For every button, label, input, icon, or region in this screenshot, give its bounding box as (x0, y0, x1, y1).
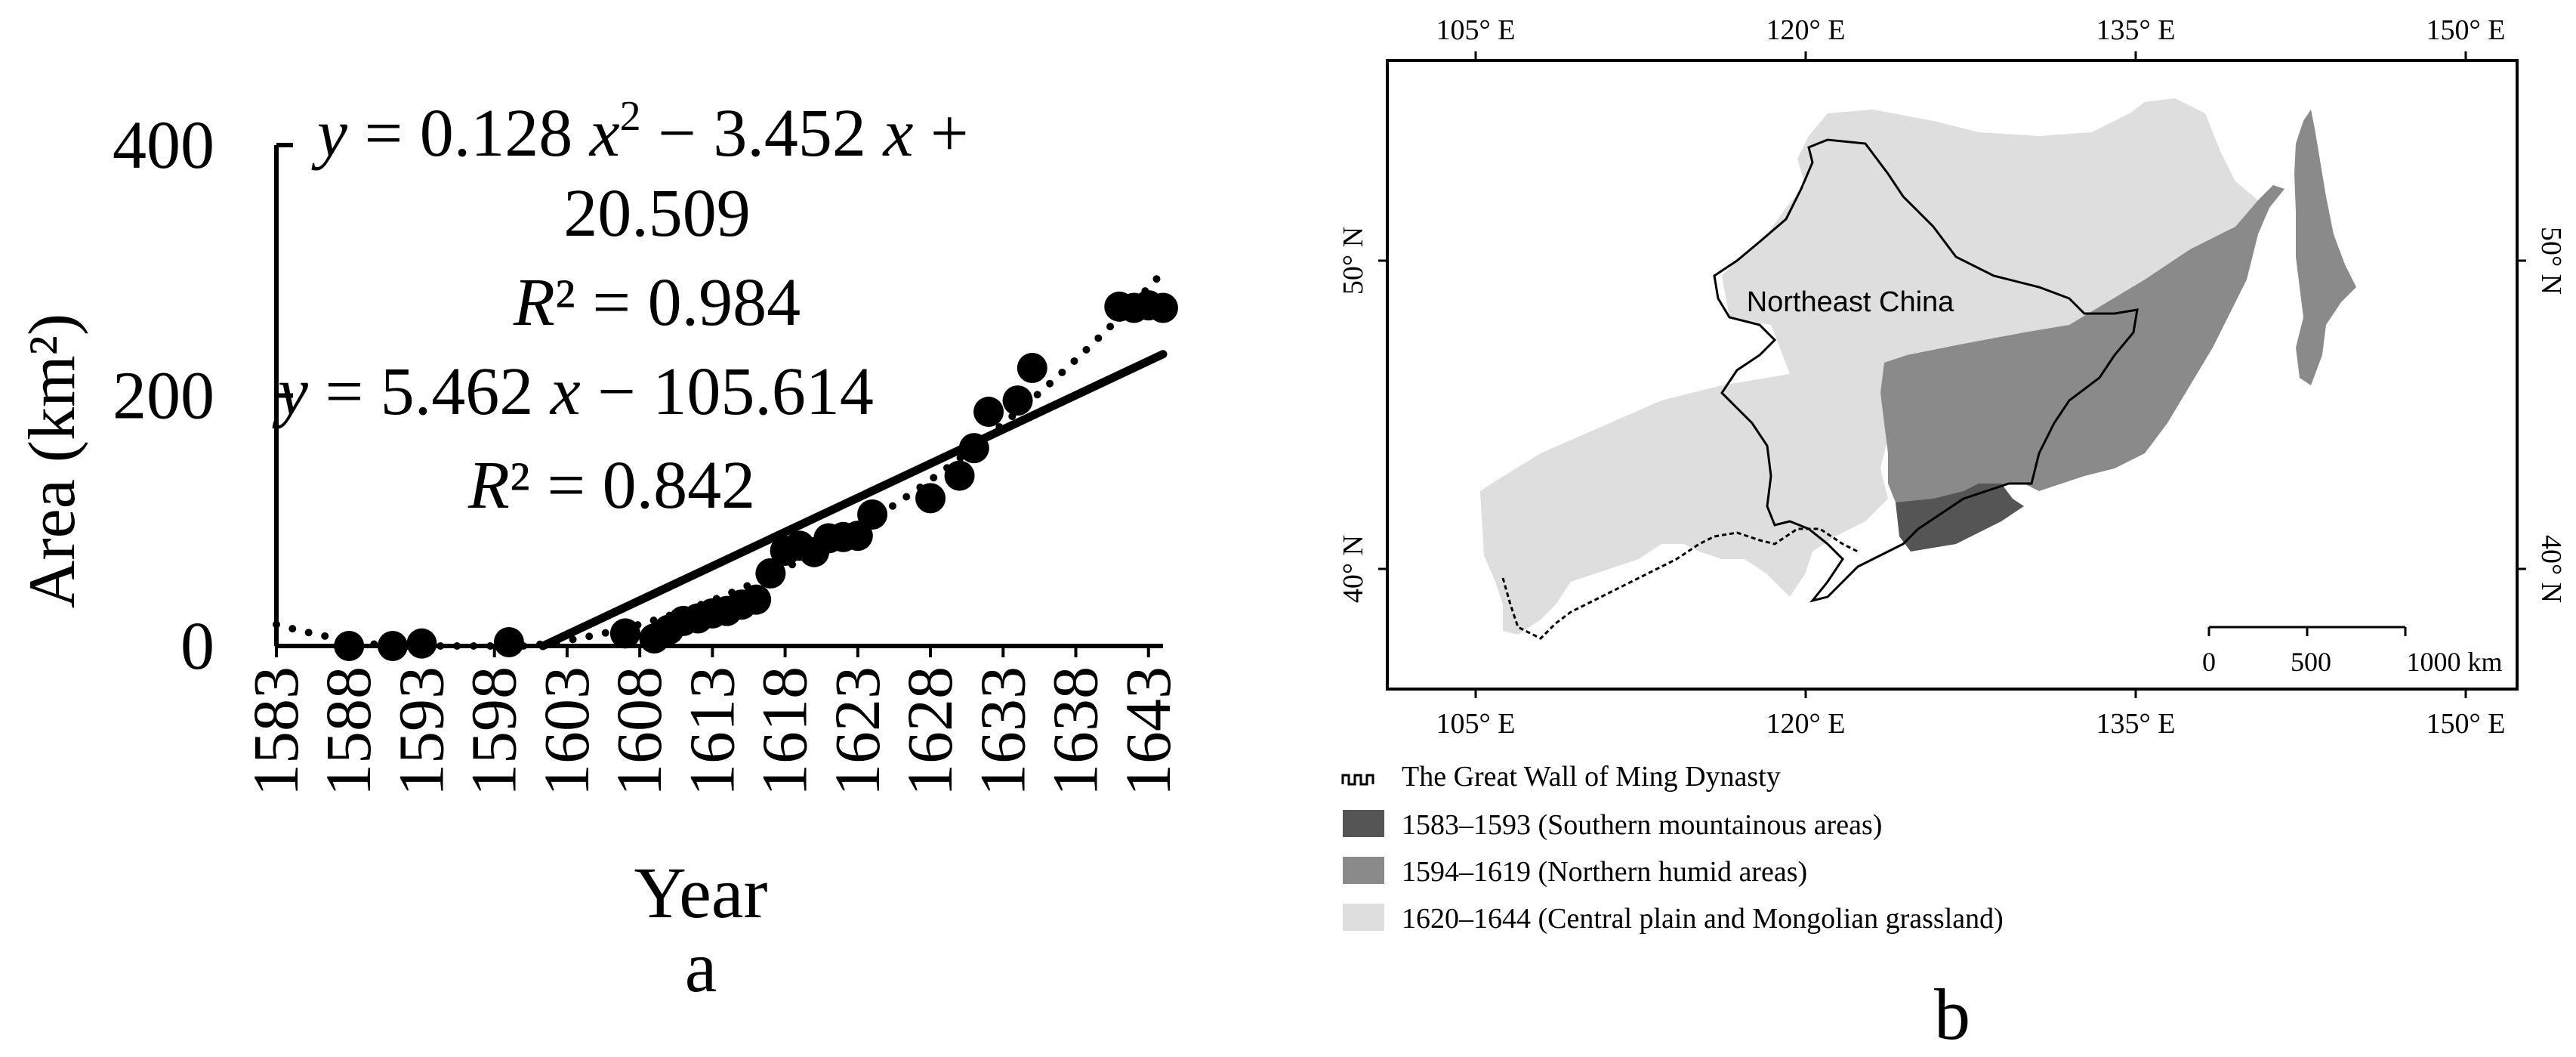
data-point (915, 483, 946, 514)
x-tick-label: 1613 (675, 666, 748, 796)
panel-a-caption: a (685, 926, 717, 1007)
lat-tick-right-40: 40° N (2535, 535, 2567, 603)
data-point (741, 584, 772, 615)
quadratic-r2: R² = 0.984 (513, 265, 801, 340)
y-tick-label: 0 (180, 609, 214, 684)
legend-label-wall: The Great Wall of Ming Dynasty (1402, 761, 1781, 793)
lon-tick-bottom-135: 135° E (2096, 708, 2176, 740)
data-point (1148, 292, 1178, 323)
panel-b-map: 105° E 120° E 135° E 150° E 105° E 120° … (1337, 14, 2567, 1055)
data-point (493, 627, 524, 658)
map-legend: The Great Wall of Ming Dynasty 1583–1593… (1341, 761, 2004, 935)
lon-tick-top-105: 105° E (1436, 14, 1516, 46)
scale-label-500: 500 (2291, 647, 2331, 677)
x-tick-label: 1608 (603, 666, 675, 796)
legend-label-1583-1593: 1583–1593 (Southern mountainous areas) (1402, 809, 1882, 841)
lat-tick-left-40: 40° N (1337, 535, 1369, 603)
data-point (755, 558, 786, 589)
x-tick-label: 1588 (312, 666, 384, 796)
scale-bar: 0 500 1000 km (2202, 626, 2503, 677)
great-wall-line (1501, 527, 1859, 640)
lon-tick-top-120: 120° E (1766, 14, 1846, 46)
x-tick-label: 1618 (748, 666, 821, 796)
axis-ticks (275, 143, 1150, 657)
region-1583-1593 (1896, 484, 2024, 552)
x-tick-label: 1623 (821, 666, 893, 796)
y-axis-label: Area (km²) (16, 314, 89, 608)
region-1594-1619-sakhalin (2294, 110, 2356, 385)
linear-trend-line (538, 350, 1168, 651)
scale-label-1000km: 1000 km (2406, 647, 2502, 677)
x-tick-label: 1633 (966, 666, 1038, 796)
scale-label-0: 0 (2202, 647, 2216, 677)
lon-tick-bottom-105: 105° E (1436, 708, 1516, 740)
x-axis-label: Year (634, 852, 768, 933)
quadratic-equation-line2: 20.509 (563, 176, 751, 251)
linear-r2: R² = 0.842 (467, 448, 755, 523)
lat-tick-left-50: 50° N (1337, 227, 1369, 295)
data-point (842, 521, 873, 552)
legend-swatch-1583-1593 (1343, 810, 1384, 837)
legend-label-1620-1644: 1620–1644 (Central plain and Mongolian g… (1402, 903, 2004, 935)
x-tick-label: 1583 (239, 666, 312, 796)
data-point (857, 499, 888, 530)
x-tick-label: 1628 (893, 666, 966, 796)
data-point (1002, 385, 1033, 416)
x-tick-label: 1603 (530, 666, 603, 796)
quadratic-equation-line1: y = 0.128 x2 − 3.452 x + (311, 93, 969, 171)
data-point (944, 460, 975, 491)
northeast-china-boundary (1713, 138, 2139, 603)
y-tick-label: 200 (113, 359, 214, 434)
data-points (334, 290, 1178, 661)
legend-label-1594-1619: 1594–1619 (Northern humid areas) (1402, 856, 1807, 888)
data-point (377, 631, 408, 661)
data-point (973, 397, 1004, 428)
x-tick-label: 1643 (1112, 666, 1184, 796)
x-tick-labels: 1583 1588 1593 1598 1603 1608 1613 1618 1623 1628… (239, 666, 1184, 796)
panel-b-caption: b (1934, 974, 1970, 1055)
lon-tick-bottom-120: 120° E (1766, 708, 1846, 740)
lon-tick-top-150: 150° E (2426, 14, 2506, 46)
lon-tick-top-135: 135° E (2096, 14, 2176, 46)
data-point (1017, 353, 1047, 384)
x-tick-label: 1598 (458, 666, 530, 796)
legend-swatch-1594-1619 (1343, 857, 1384, 884)
data-point (334, 631, 365, 661)
region-1594-1619 (1880, 185, 2284, 502)
y-tick-label: 400 (113, 108, 214, 183)
x-tick-label: 1638 (1039, 666, 1112, 796)
lon-tick-bottom-150: 150° E (2426, 708, 2506, 740)
legend-swatch-1620-1644 (1343, 904, 1384, 931)
data-point (609, 618, 640, 649)
y-tick-labels: 0 200 400 (113, 108, 214, 684)
x-tick-label: 1593 (384, 666, 457, 796)
data-point (406, 628, 437, 659)
legend-wall-symbol (1341, 774, 1374, 786)
data-point (958, 433, 989, 464)
linear-equation: y = 5.462 x − 105.614 (272, 354, 874, 429)
northeast-china-label: Northeast China (1747, 286, 1954, 318)
map-frame-ticks (1378, 51, 2526, 698)
region-1620-1644 (1480, 98, 2258, 635)
panel-a-chart: 0 200 400 1583 1588 1593 1598 1603 1608 1613 1618… (16, 93, 1184, 1007)
lat-tick-right-50: 50° N (2535, 227, 2567, 295)
